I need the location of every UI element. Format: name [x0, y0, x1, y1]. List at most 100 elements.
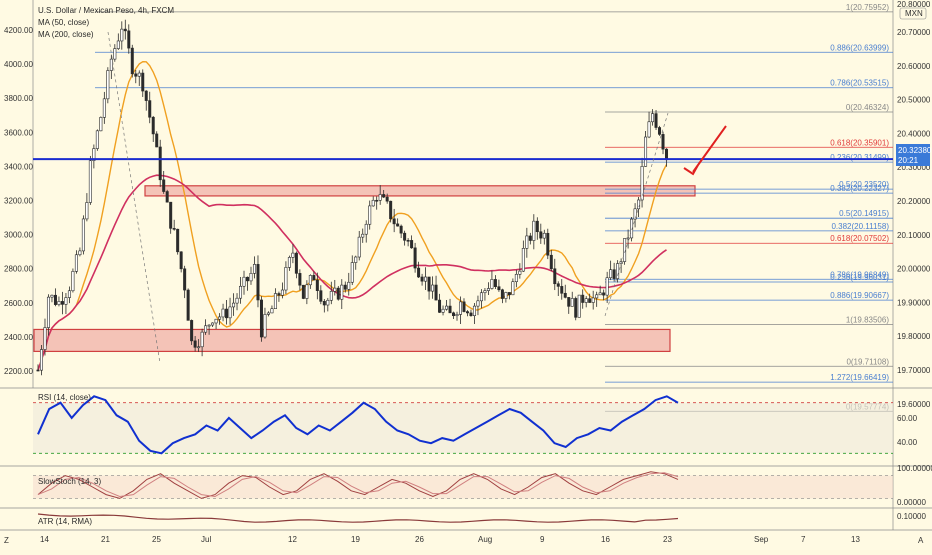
auto-scale-button[interactable]: A: [918, 536, 924, 545]
candle-body[interactable]: [483, 290, 487, 294]
candle-body[interactable]: [137, 72, 141, 77]
candle-body[interactable]: [263, 314, 267, 338]
candle-body[interactable]: [511, 281, 515, 296]
candle-body[interactable]: [465, 311, 469, 314]
candle-body[interactable]: [623, 238, 627, 262]
candle-body[interactable]: [43, 327, 47, 350]
candle-body[interactable]: [567, 297, 571, 307]
candle-body[interactable]: [424, 276, 428, 282]
candle-body[interactable]: [301, 284, 305, 299]
candle-body[interactable]: [546, 232, 550, 256]
candle-body[interactable]: [291, 252, 295, 258]
candle-body[interactable]: [612, 269, 616, 279]
candle-body[interactable]: [322, 301, 326, 306]
candle-body[interactable]: [85, 202, 89, 220]
candle-body[interactable]: [179, 251, 183, 270]
candle-body[interactable]: [441, 308, 445, 313]
candle-body[interactable]: [633, 208, 637, 220]
candle-body[interactable]: [445, 305, 449, 310]
candle-body[interactable]: [106, 70, 110, 100]
candle-body[interactable]: [294, 252, 298, 274]
candle-body[interactable]: [382, 194, 386, 198]
candle-body[interactable]: [595, 294, 599, 299]
candle-body[interactable]: [500, 289, 504, 299]
candle-body[interactable]: [385, 196, 389, 202]
candle-body[interactable]: [525, 235, 529, 249]
zoom-button[interactable]: Z: [4, 536, 9, 545]
currency-badge[interactable]: MXN: [899, 7, 927, 20]
atr-label[interactable]: ATR (14, RMA): [38, 517, 92, 526]
candle-body[interactable]: [249, 273, 253, 282]
candle-body[interactable]: [246, 276, 250, 282]
candle-body[interactable]: [183, 268, 187, 291]
candle-body[interactable]: [556, 283, 560, 287]
stoch-k-line[interactable]: [37, 471, 679, 499]
candle-body[interactable]: [626, 237, 630, 240]
candle-body[interactable]: [116, 40, 120, 49]
candle-body[interactable]: [134, 73, 138, 77]
candle-body[interactable]: [78, 250, 82, 256]
candle-body[interactable]: [200, 331, 204, 348]
candle-body[interactable]: [74, 254, 78, 272]
indicator-ma50-label[interactable]: MA (50, close): [38, 18, 89, 27]
candle-body[interactable]: [53, 294, 57, 305]
candle-body[interactable]: [598, 292, 602, 296]
candle-body[interactable]: [406, 239, 410, 242]
candle-body[interactable]: [329, 291, 333, 301]
candle-body[interactable]: [375, 199, 379, 202]
candle-body[interactable]: [507, 292, 511, 296]
candle-body[interactable]: [581, 294, 585, 303]
candle-body[interactable]: [287, 257, 291, 268]
candle-body[interactable]: [644, 136, 648, 167]
candle-body[interactable]: [343, 284, 347, 290]
candle-body[interactable]: [266, 312, 270, 315]
candle-body[interactable]: [336, 287, 340, 300]
candle-body[interactable]: [333, 287, 337, 292]
candle-body[interactable]: [326, 299, 330, 306]
candle-body[interactable]: [144, 90, 148, 101]
candle-body[interactable]: [256, 264, 260, 301]
candle-body[interactable]: [120, 28, 124, 42]
candle-body[interactable]: [431, 284, 435, 292]
candle-body[interactable]: [462, 301, 466, 312]
candle-body[interactable]: [535, 220, 539, 233]
candle-body[interactable]: [169, 201, 173, 229]
candle-body[interactable]: [378, 194, 382, 201]
candle-body[interactable]: [588, 298, 592, 303]
candle-body[interactable]: [190, 320, 194, 342]
candle-body[interactable]: [410, 240, 414, 249]
candle-body[interactable]: [368, 205, 372, 225]
candle-body[interactable]: [214, 318, 218, 324]
candle-body[interactable]: [60, 301, 64, 305]
candle-body[interactable]: [197, 346, 201, 349]
candle-body[interactable]: [151, 116, 155, 135]
candle-body[interactable]: [71, 271, 75, 292]
candle-body[interactable]: [284, 267, 288, 291]
stoch-label[interactable]: SlowStoch (14, 3): [38, 477, 101, 486]
candle-body[interactable]: [350, 262, 354, 283]
candle-body[interactable]: [497, 286, 501, 291]
candle-body[interactable]: [357, 236, 361, 258]
candle-body[interactable]: [50, 294, 54, 298]
candle-body[interactable]: [252, 264, 256, 274]
rsi-label[interactable]: RSI (14, close): [38, 393, 91, 402]
atr-line[interactable]: [37, 513, 679, 523]
candle-body[interactable]: [270, 308, 274, 314]
candle-body[interactable]: [605, 277, 609, 296]
candle-body[interactable]: [141, 72, 145, 92]
candle-body[interactable]: [518, 270, 522, 275]
candle-body[interactable]: [396, 223, 400, 227]
candle-body[interactable]: [280, 289, 284, 296]
candle-body[interactable]: [308, 275, 312, 286]
candle-body[interactable]: [361, 233, 365, 238]
candle-body[interactable]: [172, 228, 176, 230]
candle-body[interactable]: [95, 130, 99, 149]
candle-body[interactable]: [371, 199, 375, 207]
candle-body[interactable]: [542, 232, 546, 239]
candle-body[interactable]: [242, 276, 246, 287]
candle-body[interactable]: [102, 98, 106, 118]
candles[interactable]: [36, 19, 669, 376]
candle-body[interactable]: [504, 292, 508, 299]
candle-body[interactable]: [193, 340, 197, 348]
candle-body[interactable]: [315, 279, 319, 291]
